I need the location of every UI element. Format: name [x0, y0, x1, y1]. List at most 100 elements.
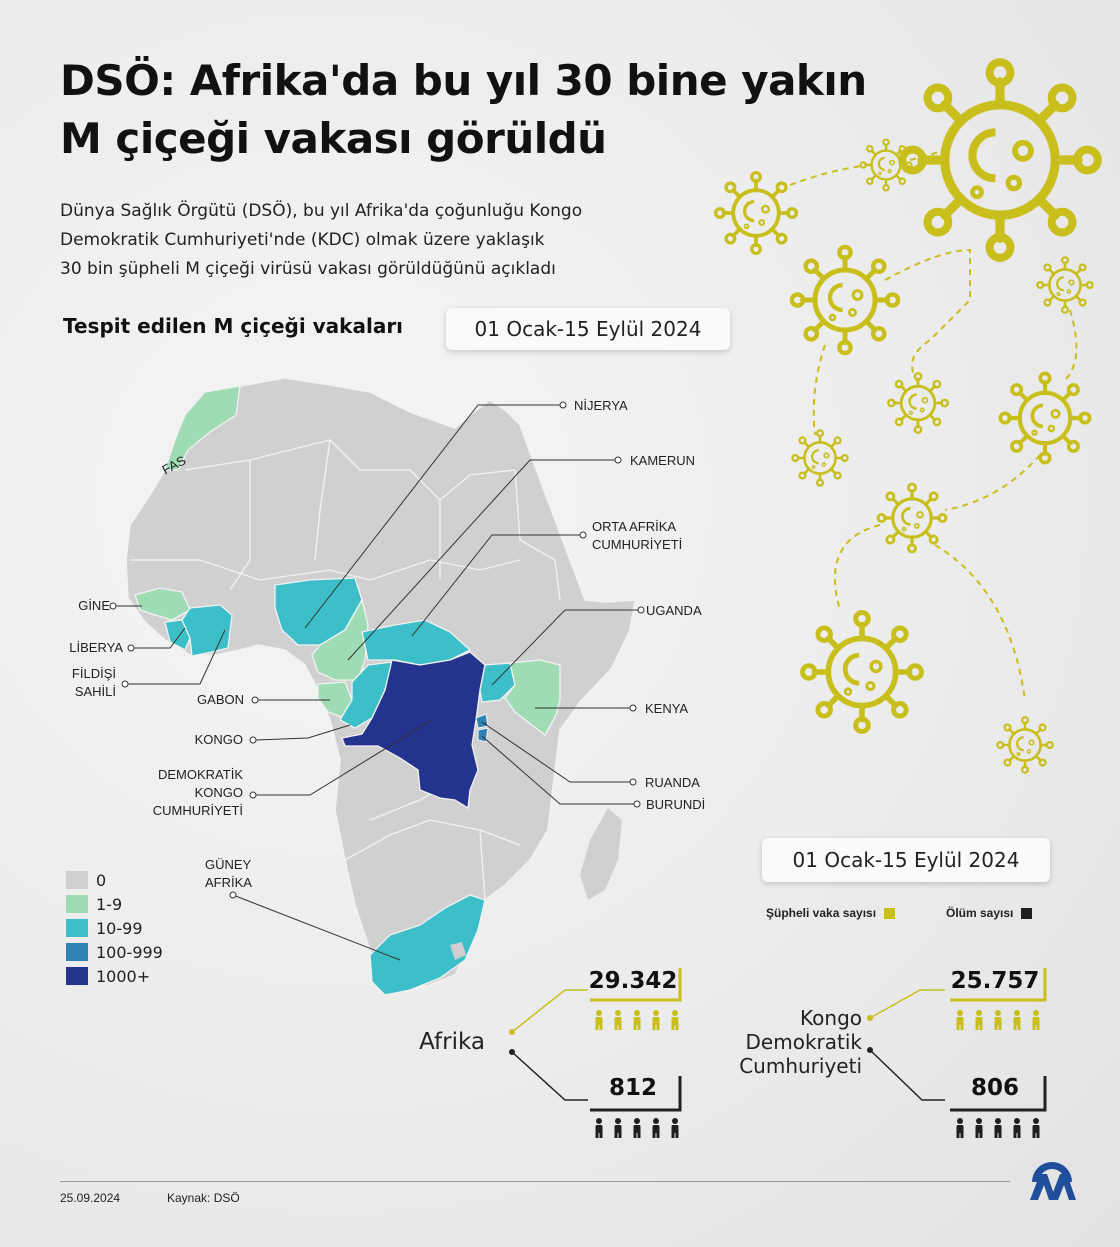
death-key: Ölüm sayısı — [946, 906, 1033, 920]
region-name-drc: Kongo Demokratik Cumhuriyeti — [700, 1006, 862, 1078]
death-key-label: Ölüm sayısı — [946, 906, 1014, 920]
legend-item: 0 — [66, 868, 163, 892]
person-icon — [994, 1118, 1002, 1138]
person-icon — [595, 1010, 603, 1030]
lesotho — [450, 942, 466, 960]
label-south-africa-line1: GÜNEY — [205, 857, 252, 872]
country-guinea — [134, 587, 191, 621]
legend-label: 1-9 — [96, 894, 123, 914]
country-kenya — [504, 659, 561, 736]
virus-icon — [996, 716, 1054, 774]
label-car-line1: ORTA AFRİKA — [592, 519, 676, 534]
connector-dot — [867, 1015, 873, 1021]
virus-icon — [902, 62, 1098, 258]
person-icon — [633, 1010, 641, 1030]
page-title: DSÖ: Afrika'da bu yıl 30 bine yakın M çi… — [60, 56, 867, 163]
legend-label: 0 — [96, 870, 107, 890]
legend-item: 1-9 — [66, 892, 163, 916]
label-burundi: BURUNDİ — [646, 797, 705, 812]
person-icon — [956, 1118, 964, 1138]
connector-dot — [509, 1049, 515, 1055]
person-icon — [1032, 1118, 1040, 1138]
label-drc-line3: CUMHURİYETİ — [153, 803, 243, 818]
suspected-people-africa — [595, 1010, 679, 1030]
virus-icon — [1000, 373, 1089, 462]
stats-date-range-box: 01 Ocak-15 Eylül 2024 — [762, 838, 1050, 882]
africa-suspected-count: 29.342 — [588, 968, 678, 994]
person-icon — [671, 1118, 679, 1138]
death-people-africa — [595, 1118, 679, 1138]
map-heading: Tespit edilen M çiçeği vakaları — [63, 314, 404, 338]
date-range-box: 01 Ocak-15 Eylül 2024 — [446, 308, 730, 350]
stat-brackets — [590, 968, 1047, 1112]
aa-logo — [1030, 1162, 1076, 1200]
label-car-line2: CUMHURİYETİ — [592, 537, 682, 552]
country-drc — [341, 651, 486, 810]
person-icon — [595, 1118, 603, 1138]
legend-item: 10-99 — [66, 916, 163, 940]
label-uganda: UGANDA — [646, 603, 702, 618]
legend-swatch — [66, 943, 88, 961]
person-icon — [1013, 1010, 1021, 1030]
africa-death-count: 812 — [608, 1075, 657, 1101]
virus-cluster — [713, 62, 1098, 774]
region-name-line: Cumhuriyeti — [739, 1054, 862, 1078]
person-icon — [652, 1118, 660, 1138]
person-icon — [633, 1118, 641, 1138]
virus-icon — [876, 482, 948, 554]
country-morocco — [164, 385, 241, 471]
legend-label: 100-999 — [96, 942, 163, 962]
suspected-key-swatch — [884, 907, 896, 919]
country-car — [361, 619, 472, 666]
label-rwanda: RUANDA — [645, 775, 700, 790]
map-legend: 0 1-9 10-99 100-999 1000+ — [66, 868, 163, 988]
label-guinea: GİNE — [78, 598, 110, 613]
label-liberia: LİBERYA — [69, 640, 123, 655]
internal-borders — [130, 439, 561, 901]
person-icon — [975, 1118, 983, 1138]
label-south-africa-line2: AFRİKA — [205, 875, 252, 890]
drc-death-count: 806 — [970, 1075, 1019, 1101]
virus-icon — [1036, 256, 1094, 314]
label-kenya: KENYA — [645, 701, 688, 716]
subtitle-line: Dünya Sağlık Örgütü (DSÖ), bu yıl Afrika… — [60, 201, 583, 221]
legend-item: 100-999 — [66, 940, 163, 964]
label-drc-line2: KONGO — [195, 785, 243, 800]
person-icon — [652, 1010, 660, 1030]
person-icon — [956, 1010, 964, 1030]
label-ivory-coast-line2: SAHİLİ — [75, 684, 116, 699]
country-ivory-coast — [181, 604, 233, 657]
country-cameroon — [311, 598, 369, 681]
region-name-africa: Afrika — [419, 1029, 485, 1055]
legend-label: 1000+ — [96, 966, 151, 986]
legend-swatch — [66, 871, 88, 889]
label-gabon: GABON — [197, 692, 244, 707]
connector-dot — [509, 1029, 515, 1035]
footer-source: Kaynak: DSÖ — [167, 1191, 240, 1205]
death-people-drc — [956, 1118, 1040, 1138]
legend-swatch — [66, 967, 88, 985]
suspected-people-drc — [956, 1010, 1040, 1030]
region-name-line: Demokratik — [745, 1030, 862, 1054]
leader-dots — [109, 401, 645, 899]
country-liberia — [164, 619, 191, 651]
person-icon — [614, 1118, 622, 1138]
legend-item: 1000+ — [66, 964, 163, 988]
virus-icon — [792, 247, 898, 353]
label-ivory-coast-line1: FİLDİŞİ — [72, 666, 116, 681]
person-icon — [994, 1010, 1002, 1030]
person-icon — [1013, 1118, 1021, 1138]
virus-icon — [713, 170, 799, 256]
region-name-line: Kongo — [800, 1006, 862, 1030]
legend-label: 10-99 — [96, 918, 143, 938]
label-cameroon: KAMERUN — [630, 453, 695, 468]
drc-suspected-count: 25.757 — [950, 968, 1040, 994]
death-key-swatch — [1021, 907, 1033, 919]
virus-icon — [791, 429, 849, 487]
virus-icon — [886, 371, 950, 435]
madagascar — [580, 808, 622, 900]
subtitle: Dünya Sağlık Örgütü (DSÖ), bu yıl Afrika… — [60, 197, 720, 284]
subtitle-line: 30 bin şüpheli M çiçeği virüsü vakası gö… — [60, 259, 556, 279]
stats-connectors — [511, 989, 945, 1101]
